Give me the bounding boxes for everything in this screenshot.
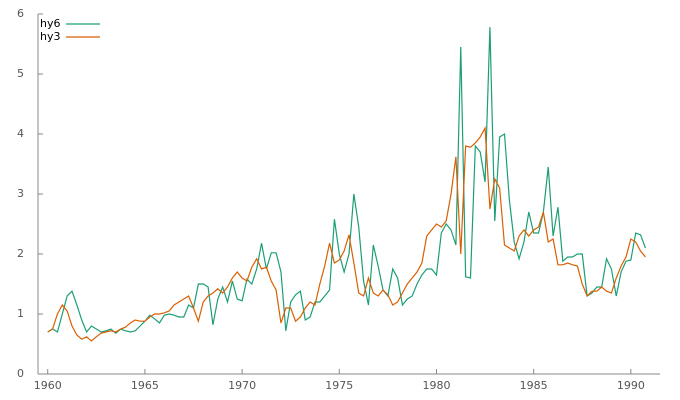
x-tick-label: 1970: [228, 379, 256, 392]
y-tick-label: 4: [17, 127, 24, 140]
y-tick-label: 0: [17, 367, 24, 380]
y-tick-label: 2: [17, 247, 24, 260]
x-tick-label: 1965: [131, 379, 159, 392]
y-tick-label: 1: [17, 307, 24, 320]
x-tick-label: 1980: [422, 379, 450, 392]
series-line: [47, 125, 646, 342]
y-tick-label: 6: [17, 7, 24, 20]
x-tick-label: 1985: [520, 379, 548, 392]
legend-label: hy6: [40, 17, 60, 30]
series-line: [47, 27, 646, 334]
y-tick-label: 3: [17, 187, 24, 200]
x-tick-label: 1990: [617, 379, 645, 392]
legend-label: hy3: [40, 30, 60, 43]
x-tick-label: 1960: [34, 379, 62, 392]
y-tick-label: 5: [17, 67, 24, 80]
x-tick-label: 1975: [325, 379, 353, 392]
